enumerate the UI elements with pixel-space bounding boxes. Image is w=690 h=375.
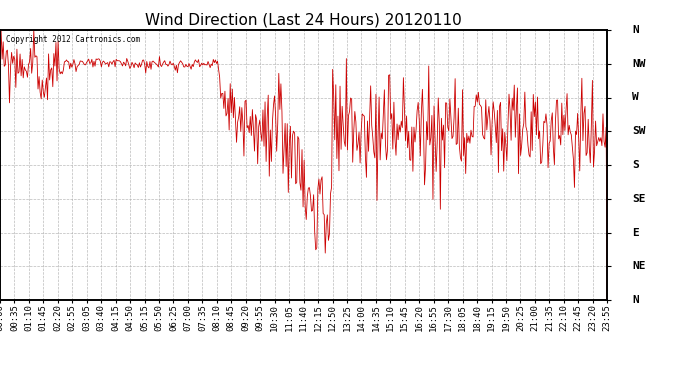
Text: N: N (632, 295, 639, 305)
Text: S: S (632, 160, 639, 170)
Text: W: W (632, 93, 639, 102)
Title: Wind Direction (Last 24 Hours) 20120110: Wind Direction (Last 24 Hours) 20120110 (145, 12, 462, 27)
Text: NW: NW (632, 59, 646, 69)
Text: Copyright 2012 Cartronics.com: Copyright 2012 Cartronics.com (6, 35, 140, 44)
Text: E: E (632, 228, 639, 237)
Text: SE: SE (632, 194, 646, 204)
Text: N: N (632, 25, 639, 35)
Text: NE: NE (632, 261, 646, 271)
Text: SW: SW (632, 126, 646, 136)
